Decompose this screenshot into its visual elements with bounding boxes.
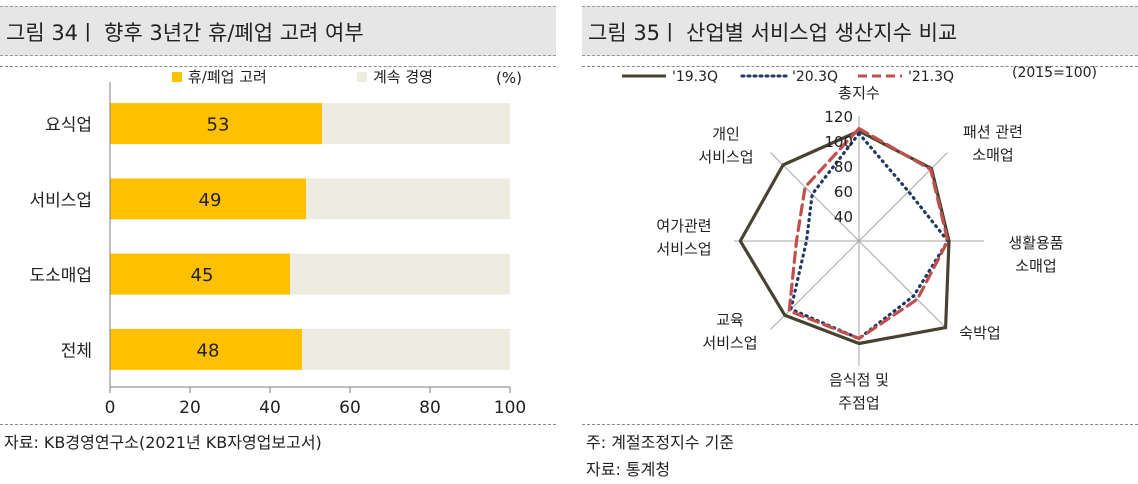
axis-label-1-line-0: 패션 관련 xyxy=(963,123,1023,141)
bar-3-series-0 xyxy=(110,328,302,370)
right-figure: 그림 35ㅣ 산업별 서비스업 생산지수 비교 '19.3Q '20.3Q '21.… xyxy=(582,0,1138,484)
legend-label-0: '19.3Q xyxy=(672,69,718,85)
spoke-7 xyxy=(770,152,860,242)
axis-label-6-line-1: 서비스업 xyxy=(656,240,711,258)
closure-bar-chart: 휴/폐업 고려 계속 경영 (%) 53 요식업 49 서비스업 45 도소매업 48 전체 0 20 4… xyxy=(29,68,526,418)
axis-label-2-line-0: 생활용품 xyxy=(1008,234,1063,252)
legend-label-2: '21.3Q xyxy=(908,69,954,85)
axis-label-7-line-0: 개인 xyxy=(712,125,740,143)
left-figure: 그림 34ㅣ 향후 3년간 휴/폐업 고려 여부 휴/폐업 고려 계속 경영 (%)… xyxy=(0,0,556,484)
right-note-basis: 주: 계절조정지수 기준 xyxy=(586,433,735,452)
r-tick-label-2: 80 xyxy=(834,158,853,176)
right-title-bar: 그림 35ㅣ 산업별 서비스업 생산지수 비교 xyxy=(582,6,1138,56)
series-polygon-2 xyxy=(787,126,950,341)
axis-label-3-line-0: 숙박업 xyxy=(959,324,1000,342)
bar-1-series-0 xyxy=(110,178,306,220)
unit-label: (2015=100) xyxy=(1012,65,1097,81)
left-top-rule xyxy=(0,66,556,67)
left-figure-title: 그림 34ㅣ 향후 3년간 휴/폐업 고려 여부 xyxy=(6,21,364,45)
x-tick-label-2: 40 xyxy=(259,398,281,418)
axis-label-0-line-0: 총지수 xyxy=(838,84,879,102)
bar-0-series-0 xyxy=(110,103,322,145)
axis-label-5-line-0: 교육 xyxy=(716,311,744,329)
r-tick-label-1: 60 xyxy=(834,183,853,201)
category-label-2: 도소매업 xyxy=(29,266,92,286)
r-tick-label-3: 100 xyxy=(824,133,853,151)
legend-label-0: 휴/폐업 고려 xyxy=(188,68,267,86)
legend-label-1: 계속 경영 xyxy=(373,68,433,86)
legend-swatch-1 xyxy=(357,72,367,82)
axis-label-5-line-1: 서비스업 xyxy=(702,334,757,352)
r-tick-label-4: 120 xyxy=(824,108,853,126)
service-index-radar-chart: '19.3Q '20.3Q '21.3Q (2015=100) 40 60 80 100 120… xyxy=(622,65,1097,412)
right-bottom-rule xyxy=(582,424,1138,425)
category-label-1: 서비스업 xyxy=(29,191,92,211)
legend-swatch-0 xyxy=(172,72,182,82)
unit-label: (%) xyxy=(496,69,522,87)
axis-label-7-line-1: 서비스업 xyxy=(698,148,753,166)
x-tick-label-0: 0 xyxy=(105,398,116,418)
bar-1-series-1 xyxy=(306,178,510,220)
spoke-3 xyxy=(858,240,948,330)
series-polygon-1 xyxy=(789,131,950,341)
left-bottom-rule xyxy=(0,424,556,425)
data-label-2: 45 xyxy=(191,265,214,286)
axis-label-1-line-1: 소매업 xyxy=(972,146,1013,164)
axis-label-6-line-0: 여가관련 xyxy=(656,217,711,235)
bar-2-series-1 xyxy=(290,253,510,295)
left-title-bar: 그림 34ㅣ 향후 3년간 휴/폐업 고려 여부 xyxy=(0,6,556,56)
axis-label-2-line-1: 소매업 xyxy=(1015,257,1056,275)
right-top-rule xyxy=(582,66,1138,67)
legend-label-1: '20.3Q xyxy=(792,69,838,85)
bar-0-series-1 xyxy=(322,103,510,145)
axis-label-4-line-0: 음식점 및 xyxy=(829,371,889,389)
left-source-note: 자료: KB경영연구소(2021년 KB자영업보고서) xyxy=(4,433,322,452)
data-label-0: 53 xyxy=(207,115,230,136)
x-tick-label-5: 100 xyxy=(494,398,526,418)
x-tick-label-3: 60 xyxy=(339,398,361,418)
right-figure-title: 그림 35ㅣ 산업별 서비스업 생산지수 비교 xyxy=(588,21,958,45)
right-note-source: 자료: 통계청 xyxy=(586,460,671,479)
bar-3-series-1 xyxy=(302,328,510,370)
x-tick-label-1: 20 xyxy=(179,398,201,418)
axis-label-4-line-1: 주점업 xyxy=(838,394,879,412)
x-tick-label-4: 80 xyxy=(419,398,441,418)
data-label-1: 49 xyxy=(199,190,222,211)
category-label-3: 전체 xyxy=(61,341,92,361)
spoke-1 xyxy=(858,152,948,242)
category-label-0: 요식업 xyxy=(45,116,92,136)
bar-2-series-0 xyxy=(110,253,290,295)
r-tick-label-0: 40 xyxy=(834,208,853,226)
data-label-3: 48 xyxy=(197,340,220,361)
